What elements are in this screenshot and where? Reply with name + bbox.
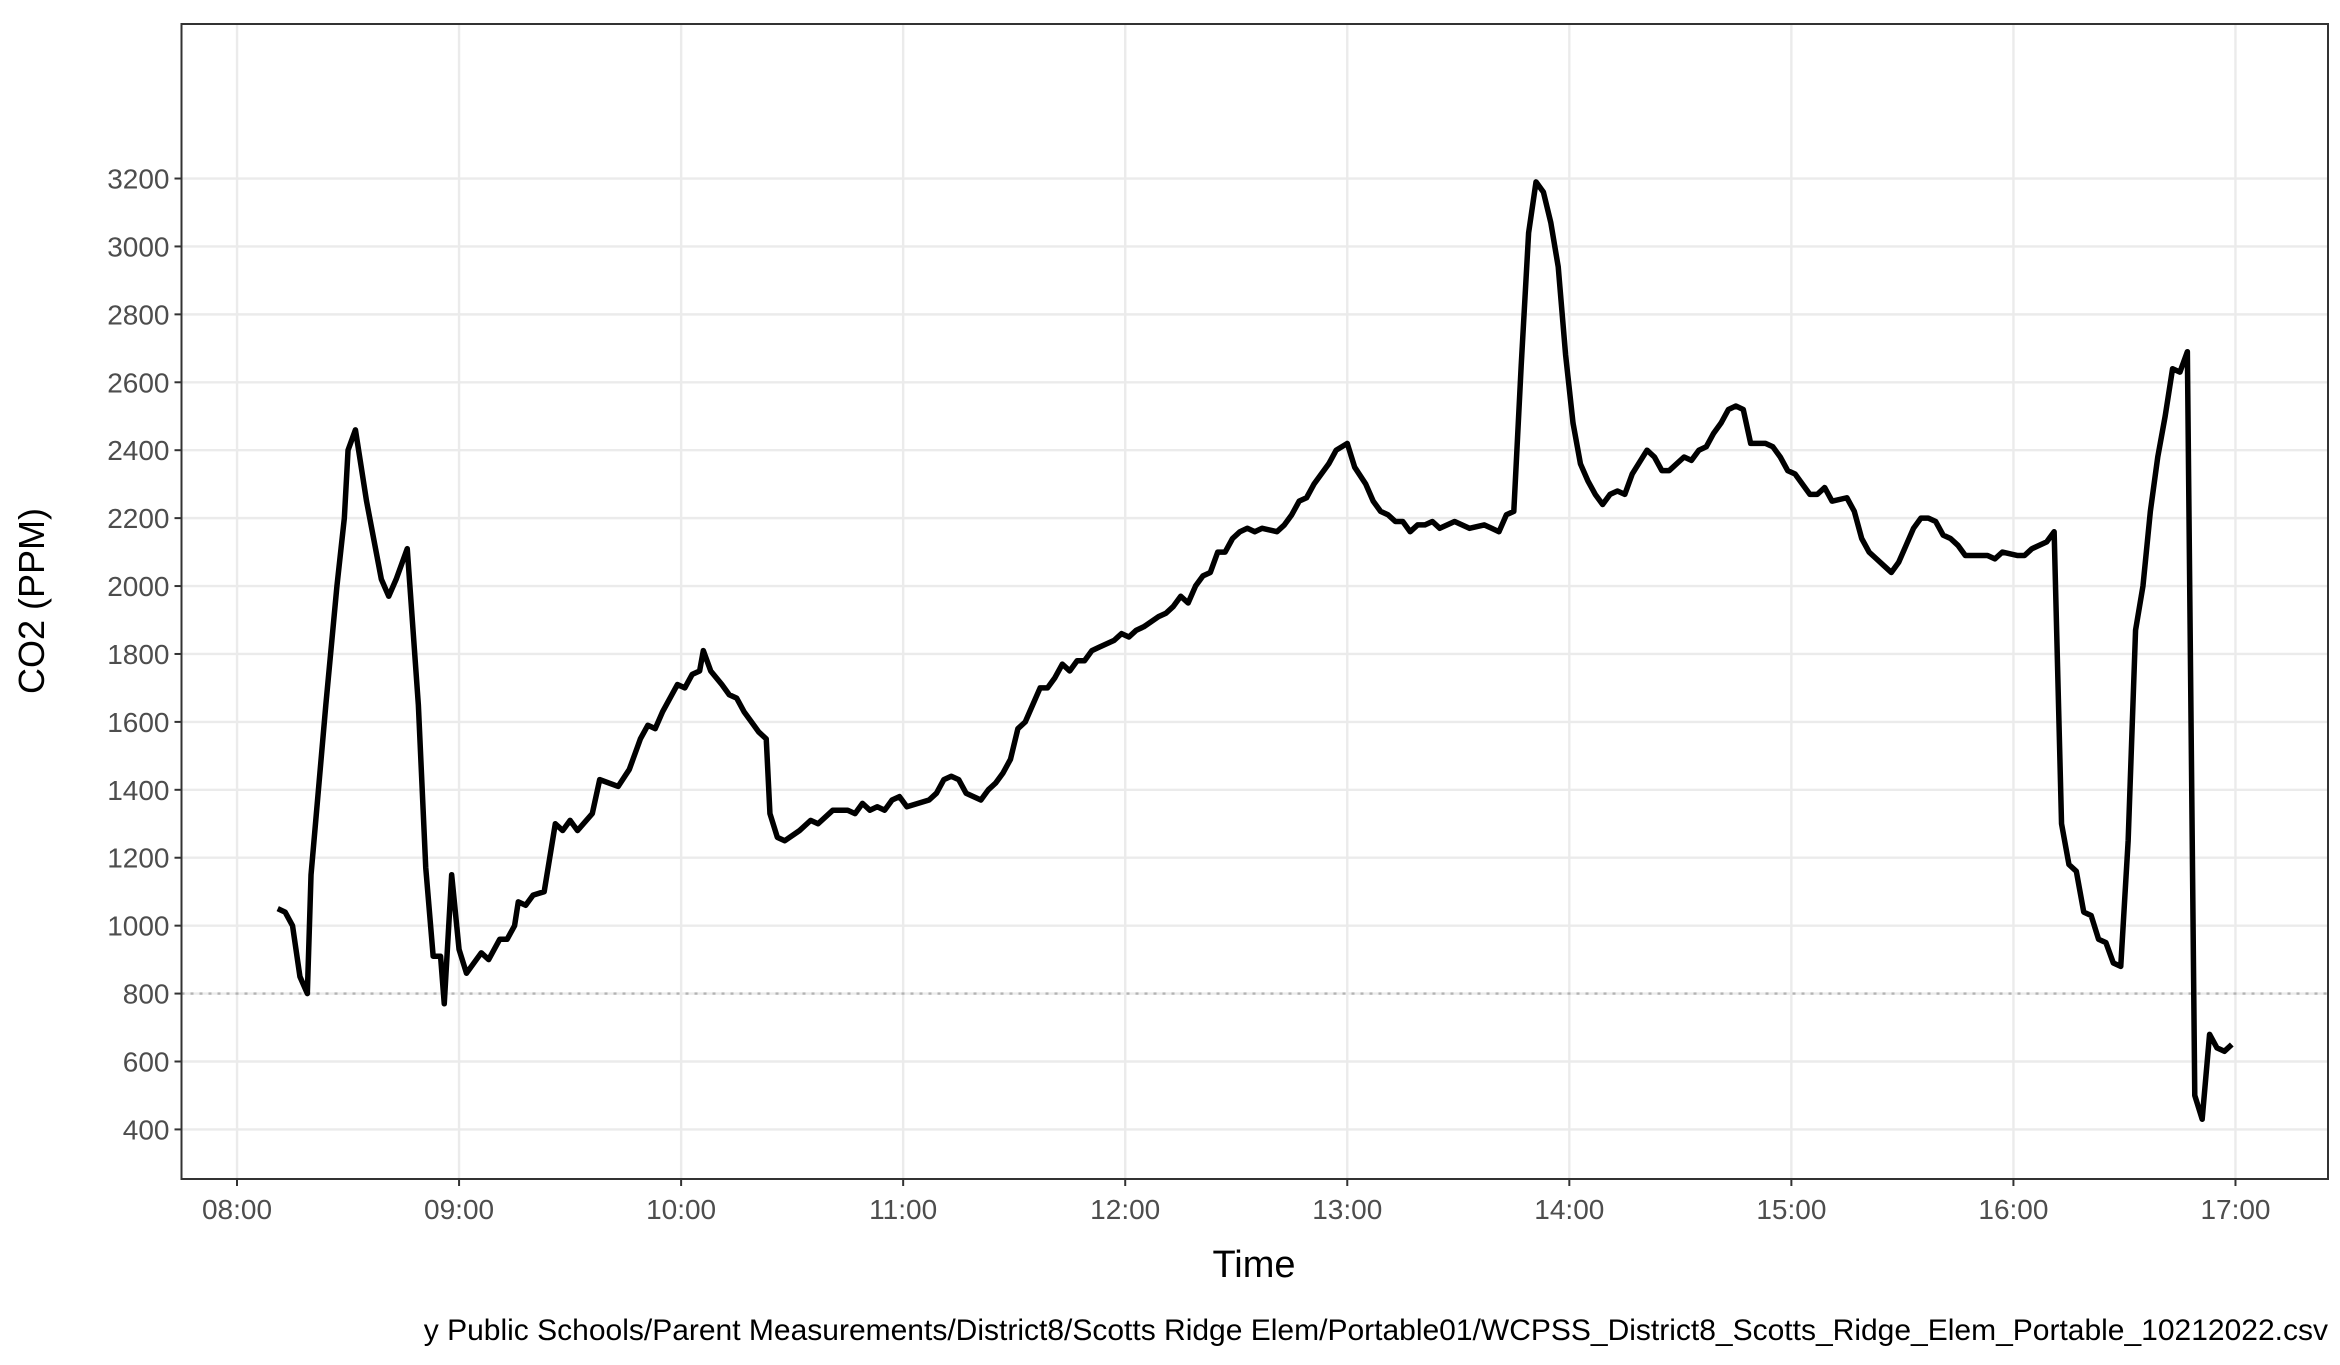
x-tick-label: 09:00: [424, 1194, 494, 1225]
y-tick-label: 400: [123, 1114, 170, 1145]
y-tick-label: 3200: [107, 164, 169, 195]
y-tick-label: 3000: [107, 231, 169, 262]
y-tick-label: 1600: [107, 707, 169, 738]
y-tick-label: 2000: [107, 571, 169, 602]
x-tick-label: 11:00: [869, 1194, 937, 1225]
y-tick-label: 2600: [107, 367, 169, 398]
x-tick-label: 16:00: [1978, 1194, 2048, 1225]
x-tick-label: 08:00: [202, 1194, 272, 1225]
y-tick-label: 2400: [107, 435, 169, 466]
x-tick-label: 14:00: [1534, 1194, 1604, 1225]
panel-border: [180, 23, 2329, 1180]
y-tick-label: 800: [123, 979, 170, 1010]
caption: y Public Schools/Parent Measurements/Dis…: [424, 1314, 2328, 1347]
x-tick-label: 15:00: [1756, 1194, 1826, 1225]
y-axis-title: CO2 (PPM): [11, 508, 52, 694]
x-tick-label: 10:00: [646, 1194, 716, 1225]
x-tick-label: 13:00: [1312, 1194, 1382, 1225]
data-line: [276, 179, 2234, 1122]
y-tick-label: 2800: [107, 299, 169, 330]
y-tick-label: 1800: [107, 639, 169, 670]
y-tick-label: 1000: [107, 911, 169, 942]
y-tick-label: 1200: [107, 843, 169, 874]
y-tick-label: 2200: [107, 503, 169, 534]
y-tick-label: 600: [123, 1046, 170, 1077]
x-tick-label: 12:00: [1090, 1194, 1160, 1225]
x-axis-title: Time: [1212, 1244, 1295, 1286]
x-tick-label: 17:00: [2200, 1194, 2270, 1225]
y-tick-label: 1400: [107, 775, 169, 806]
